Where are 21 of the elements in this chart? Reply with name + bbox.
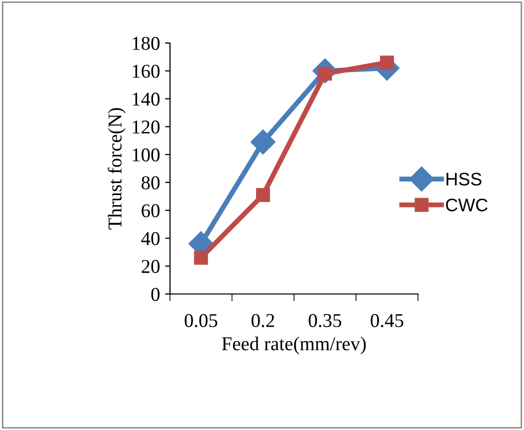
legend-label: CWC <box>446 198 488 212</box>
point <box>250 130 276 154</box>
y-tick-label: 160 <box>132 64 160 78</box>
y-tick-label: 120 <box>132 120 160 134</box>
y-tick-label: 60 <box>142 204 160 218</box>
x-axis-title: Feed rate(mm/rev) <box>222 336 366 354</box>
y-axis-title: Thrust force(N) <box>108 108 126 230</box>
x-tick-label: 0.45 <box>370 314 404 328</box>
legend-label: HSS <box>446 172 482 186</box>
x-tick-label: 0.35 <box>308 314 342 328</box>
point <box>194 250 208 265</box>
y-tick-label: 100 <box>132 148 160 162</box>
y-tick-label: 40 <box>141 232 160 246</box>
point <box>256 188 270 202</box>
y-tick-label: 0 <box>151 288 160 301</box>
x-tick-label: 0.05 <box>184 314 218 328</box>
x-tick-label: 0.2 <box>252 314 274 328</box>
y-tick-label: 180 <box>132 36 160 50</box>
y-tick-label: 80 <box>142 176 160 190</box>
y-tick-label: 140 <box>132 92 160 106</box>
y-tick-label: 20 <box>142 260 160 274</box>
